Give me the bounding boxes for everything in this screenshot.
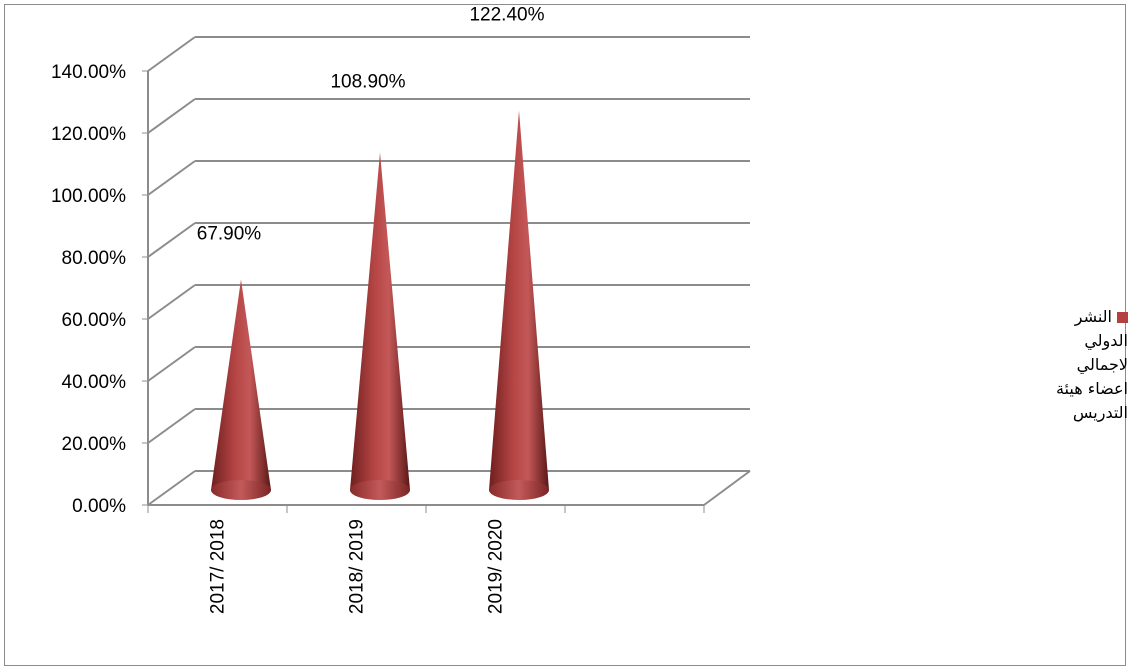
- gridlines: [147, 36, 750, 506]
- gridline-side: [147, 470, 196, 506]
- gridline-side: [147, 36, 196, 72]
- gridline-side: [147, 284, 196, 320]
- x-tick-label: 2019/ 2020: [486, 519, 507, 614]
- legend-swatch: [1117, 312, 1128, 323]
- data-labels: 67.90% 108.90% 122.40%: [197, 5, 545, 245]
- chart-frame: [4, 4, 1126, 666]
- gridline-side: [147, 346, 196, 382]
- legend: النشر الدولي لاجمالي اعضاء هيئة التدريس: [1040, 305, 1128, 425]
- x-tick-label: 2018/ 2019: [347, 519, 368, 614]
- y-tick-label: 120.00%: [51, 124, 126, 145]
- gridline-side: [147, 222, 196, 258]
- cone-base: [211, 480, 271, 500]
- y-tick-label: 60.00%: [62, 310, 127, 331]
- data-label: 108.90%: [330, 71, 405, 92]
- gridline-side: [147, 98, 196, 134]
- cone-base: [350, 480, 410, 500]
- gridline-side: [147, 408, 196, 444]
- cone-base: [489, 480, 549, 500]
- floor-edge: [703, 470, 751, 506]
- gridline-side: [147, 160, 196, 196]
- axes: 0.00% 20.00% 40.00% 60.00% 80.00% 100.00% 120.…: [51, 62, 751, 614]
- legend-label: النشر الدولي لاجمالي اعضاء هيئة التدريس: [1055, 307, 1128, 422]
- data-label: 67.90%: [197, 224, 262, 245]
- y-tick-label: 80.00%: [62, 248, 127, 269]
- x-tick-label: 2017/ 2018: [208, 519, 229, 614]
- y-tick-label: 0.00%: [72, 496, 126, 517]
- y-tick-label: 100.00%: [51, 186, 126, 207]
- data-label: 122.40%: [469, 5, 544, 26]
- cone: [350, 152, 410, 490]
- y-tick-label: 140.00%: [51, 62, 126, 83]
- y-tick-label: 40.00%: [62, 372, 127, 393]
- y-tick-label: 20.00%: [62, 434, 127, 455]
- cones: [211, 110, 549, 500]
- cone: [211, 279, 271, 490]
- cone: [489, 110, 549, 490]
